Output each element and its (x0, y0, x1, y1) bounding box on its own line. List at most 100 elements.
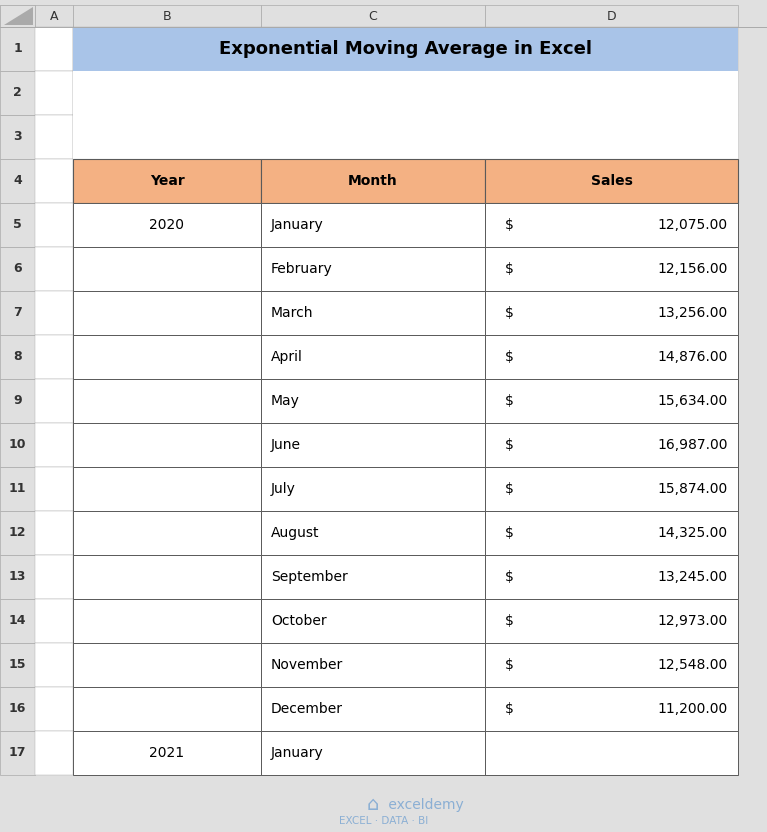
Text: Year: Year (150, 174, 184, 188)
Bar (0, 731, 35, 775)
Bar (485, 731, 738, 775)
Bar (485, 159, 738, 203)
Text: 12,973.00: 12,973.00 (658, 614, 728, 628)
Text: 3: 3 (13, 131, 21, 143)
Text: $: $ (505, 306, 514, 320)
Bar (485, 555, 738, 599)
Bar (35, 71, 73, 115)
Text: 17: 17 (8, 746, 26, 760)
Bar (35, 115, 73, 159)
Text: $: $ (505, 218, 514, 232)
Bar (73, 115, 261, 159)
Bar (485, 203, 738, 247)
Text: February: February (271, 262, 333, 276)
Bar (0, 687, 35, 731)
Bar (73, 335, 261, 379)
Bar (73, 247, 261, 291)
Bar (73, 203, 261, 247)
Bar (73, 423, 261, 467)
Bar (73, 511, 261, 555)
Bar (73, 5, 261, 27)
Text: April: April (271, 350, 303, 364)
Bar (35, 511, 73, 555)
Bar (261, 511, 485, 555)
Text: 15,874.00: 15,874.00 (658, 482, 728, 496)
Bar (261, 291, 485, 335)
Bar (0, 5, 35, 27)
Bar (485, 5, 738, 27)
Text: A: A (50, 9, 58, 22)
Text: $: $ (505, 394, 514, 408)
Bar (73, 687, 261, 731)
Bar (0, 291, 35, 335)
Bar (0, 511, 35, 555)
Text: exceldemy: exceldemy (384, 798, 463, 812)
Bar (73, 555, 261, 599)
Bar (261, 379, 485, 423)
Text: 4: 4 (13, 175, 22, 187)
Text: 15,634.00: 15,634.00 (658, 394, 728, 408)
Bar (0, 555, 35, 599)
Bar (485, 71, 738, 115)
Bar (261, 247, 485, 291)
Bar (0, 643, 35, 687)
Text: C: C (369, 9, 377, 22)
Text: 7: 7 (13, 306, 22, 319)
Bar (485, 291, 738, 335)
Text: ⌂: ⌂ (366, 795, 378, 815)
Bar (0, 203, 35, 247)
Text: $: $ (505, 658, 514, 672)
Bar (261, 687, 485, 731)
Text: January: January (271, 746, 324, 760)
Bar (0, 115, 35, 159)
Text: 8: 8 (13, 350, 21, 364)
Bar (35, 687, 73, 731)
Bar (35, 5, 73, 27)
Text: 15: 15 (8, 658, 26, 671)
Bar (35, 643, 73, 687)
Text: October: October (271, 614, 327, 628)
Text: Sales: Sales (591, 174, 633, 188)
Bar (35, 27, 73, 71)
Text: 16,987.00: 16,987.00 (657, 438, 728, 452)
Text: 9: 9 (13, 394, 21, 408)
Bar (0, 599, 35, 643)
Bar (0, 423, 35, 467)
Bar (73, 27, 261, 71)
Bar (73, 71, 738, 115)
Bar (35, 731, 73, 775)
Text: 14,325.00: 14,325.00 (658, 526, 728, 540)
Text: 10: 10 (8, 438, 26, 452)
Bar (485, 643, 738, 687)
Bar (0, 27, 35, 71)
Bar (261, 643, 485, 687)
Bar (73, 467, 261, 511)
Text: June: June (271, 438, 301, 452)
Text: D: D (607, 9, 617, 22)
Text: 6: 6 (13, 263, 21, 275)
Text: 13: 13 (8, 571, 26, 583)
Bar (261, 599, 485, 643)
Bar (35, 159, 73, 203)
Bar (485, 687, 738, 731)
Text: 2020: 2020 (150, 218, 185, 232)
Text: 11: 11 (8, 483, 26, 496)
Text: December: December (271, 702, 343, 716)
Bar (73, 599, 261, 643)
Bar (73, 27, 738, 71)
Text: $: $ (505, 570, 514, 584)
Text: May: May (271, 394, 300, 408)
Bar (261, 335, 485, 379)
Text: 14: 14 (8, 615, 26, 627)
Text: 13,256.00: 13,256.00 (658, 306, 728, 320)
Bar (73, 291, 261, 335)
Bar (261, 203, 485, 247)
Text: $: $ (505, 262, 514, 276)
Bar (0, 71, 35, 115)
Text: July: July (271, 482, 296, 496)
Text: $: $ (505, 438, 514, 452)
Text: 12,156.00: 12,156.00 (657, 262, 728, 276)
Bar (261, 423, 485, 467)
Bar (485, 247, 738, 291)
Bar (73, 71, 261, 115)
